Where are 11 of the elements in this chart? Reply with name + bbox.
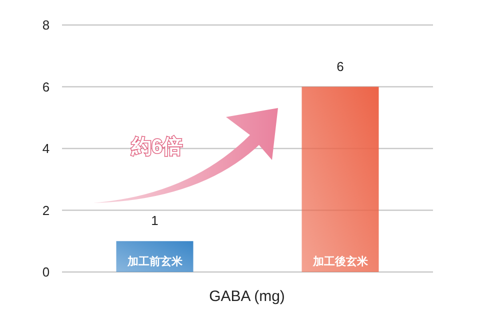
y-tick-label: 8 — [42, 18, 50, 32]
x-tick-label: 加工後玄米 — [312, 255, 369, 268]
x-axis-title: GABA (mg) — [209, 288, 285, 305]
y-tick-label: 6 — [42, 79, 50, 94]
data-label: 1 — [151, 213, 158, 228]
y-tick-label: 2 — [42, 202, 50, 218]
x-tick-label: 加工前玄米 — [126, 255, 184, 268]
y-tick-label: 4 — [42, 141, 50, 156]
y-tick-label: 0 — [42, 264, 50, 280]
annotation: 約6倍 — [130, 135, 183, 158]
data-label: 6 — [336, 58, 344, 74]
